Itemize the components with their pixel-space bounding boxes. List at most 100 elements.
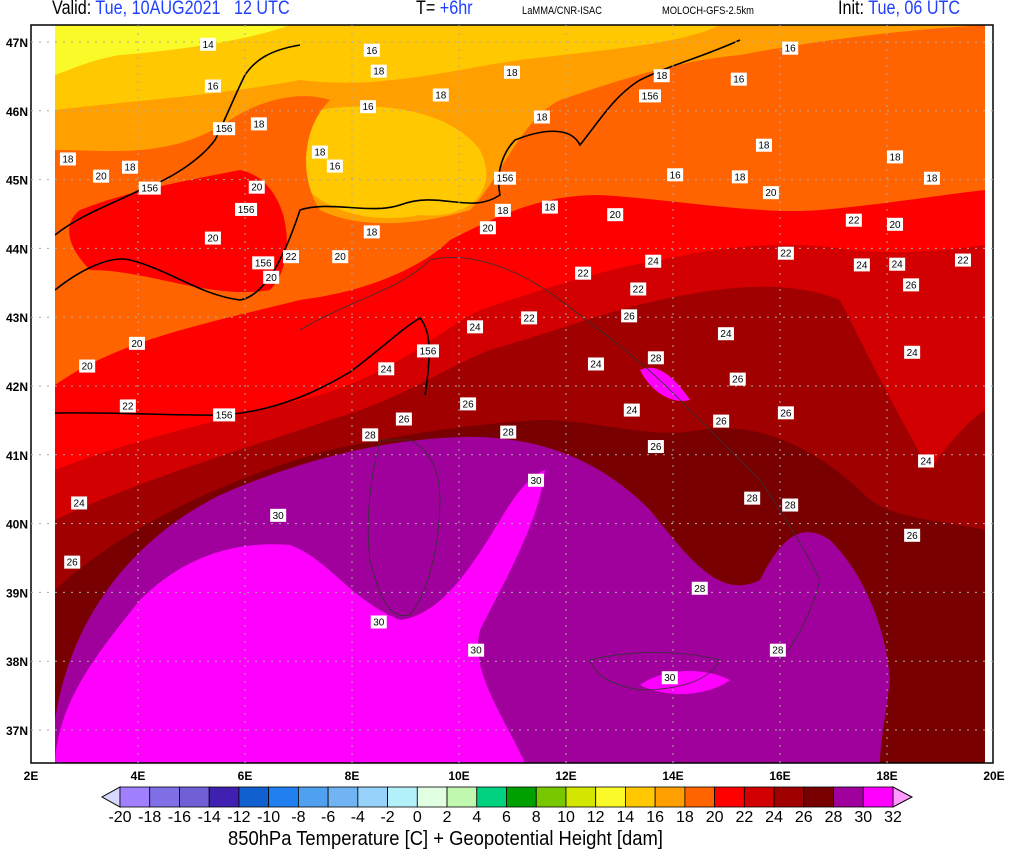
contour-label-text: 26 [780,408,792,419]
contour-label: 30 [661,671,678,685]
contour-label-text: 14 [203,40,215,51]
contour-label: 156 [138,181,161,195]
lat-tick-label: 39N [6,586,28,600]
lat-tick-label: 42N [6,380,28,394]
contour-label-box [263,270,280,284]
contour-label: 16 [204,79,221,93]
contour-label-box [494,171,517,185]
contour-label-box [755,138,772,152]
contour-label-text: 26 [624,311,636,322]
contour-label-box [647,440,664,454]
contour-label-box [667,168,684,182]
contour-label: 18 [370,64,387,78]
colorbar-title: 850hPa Temperature [C] + Geopotential He… [228,828,663,850]
colorbar-swatch [446,786,478,808]
coastlines [299,257,821,691]
colorbar-tick-label: 32 [884,809,902,826]
contour-label: 14 [200,37,217,51]
contour-label: 24 [378,362,395,376]
colorbar-swatch [506,786,537,808]
contour-label-box [528,473,545,487]
contour-label-box [395,412,412,426]
contour-label-box [623,403,640,417]
contour-label-text: 20 [266,273,278,284]
contour-label-text: 22 [285,252,297,263]
contour-label: 18 [121,160,138,174]
contour-label: 28 [691,581,708,595]
contour-label-box [248,180,265,194]
contour-label-text: 24 [381,364,393,375]
colorbar-swatch [238,786,270,808]
contour-label-text: 156 [420,346,437,357]
contour-label-box [607,208,624,222]
contour-label-text: 28 [694,584,706,595]
contour-label-text: 24 [907,348,919,359]
lead-time: T= +6hr [416,0,473,20]
contour-label-text: 18 [536,112,548,123]
contour-label: 26 [395,412,412,426]
colorbar-swatch [387,786,418,808]
contour-label-box [903,278,920,292]
band-12-14 [55,25,290,75]
contour-label: 24 [889,257,906,271]
contour-label-box [378,362,395,376]
contour-label: 22 [521,311,538,325]
contour-label: 20 [248,180,265,194]
colorbar-swatch [625,786,656,808]
contour-label-box [904,528,921,542]
contour-label: 30 [468,643,485,657]
contour-label: 18 [923,171,940,185]
contour-label-text: 24 [892,260,904,271]
contour-label: 18 [59,152,76,166]
colorbar-swatch [149,786,180,808]
contour-label-box [71,496,88,510]
contour-label: 22 [954,253,971,267]
contour-label-text: 22 [122,401,134,412]
colorbar-tick-label: 14 [617,809,635,826]
lat-tick-label: 38N [6,655,28,669]
contour-label-text: 156 [642,91,659,102]
colorbar-swatch [833,786,864,808]
contour-label-text: 24 [920,456,932,467]
contour-label-box [363,43,380,57]
contour-label-box [467,320,484,334]
contour-label-box [777,406,794,420]
colorbar-swatch [119,786,151,808]
contour-label-box [661,671,678,685]
contour-label-box [853,258,870,272]
contour-label-box [647,351,664,365]
contour-label: 20 [263,270,280,284]
contour-label-box [283,250,300,264]
contour-label: 20 [204,231,221,245]
contour-label-box [777,246,794,260]
colorbar-tick-label: 20 [706,809,724,826]
colorbar-swatch [327,786,359,808]
lat-tick-label: 46N [6,105,28,119]
contour-label-text: 156 [141,184,158,195]
contour-label: 156 [494,171,517,185]
contour-label: 28 [744,491,761,505]
lon-tick-label: 4E [131,769,146,783]
contour-label-box [121,160,138,174]
contour-label-text: 26 [732,375,744,386]
band-14-16 [55,25,720,219]
contour-label-box [541,200,558,214]
contour-label: 20 [607,208,624,222]
lead-value: +6hr [439,0,473,19]
colorbar-tick-label: -18 [138,809,161,826]
contour-label-text: 18 [758,141,770,152]
colorbar-tick-label: -4 [351,809,365,826]
contour-label-text: 18 [124,163,136,174]
contour-label: 28 [362,428,379,442]
contour-label: 18 [541,200,558,214]
lead-label: T= [416,0,436,19]
colorbar-tick-label: -20 [108,809,131,826]
colorbar-swatch [357,786,388,808]
valid-label: Valid: [52,0,92,19]
colorbar-swatch [654,786,686,808]
colorbar-tick-label: 22 [735,809,753,826]
colorbar-swatch [773,786,805,808]
contour-label-text: 26 [67,558,79,569]
contour-label-box [621,309,638,323]
